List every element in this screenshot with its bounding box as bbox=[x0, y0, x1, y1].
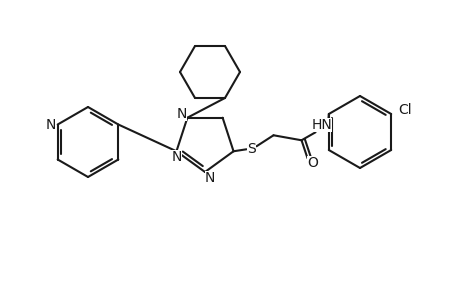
Text: S: S bbox=[246, 142, 255, 156]
Text: N: N bbox=[45, 118, 56, 131]
Text: Cl: Cl bbox=[397, 103, 411, 117]
Text: N: N bbox=[204, 171, 215, 185]
Text: N: N bbox=[176, 107, 186, 121]
Text: HN: HN bbox=[310, 118, 331, 132]
Text: N: N bbox=[171, 150, 181, 164]
Text: O: O bbox=[307, 156, 317, 170]
